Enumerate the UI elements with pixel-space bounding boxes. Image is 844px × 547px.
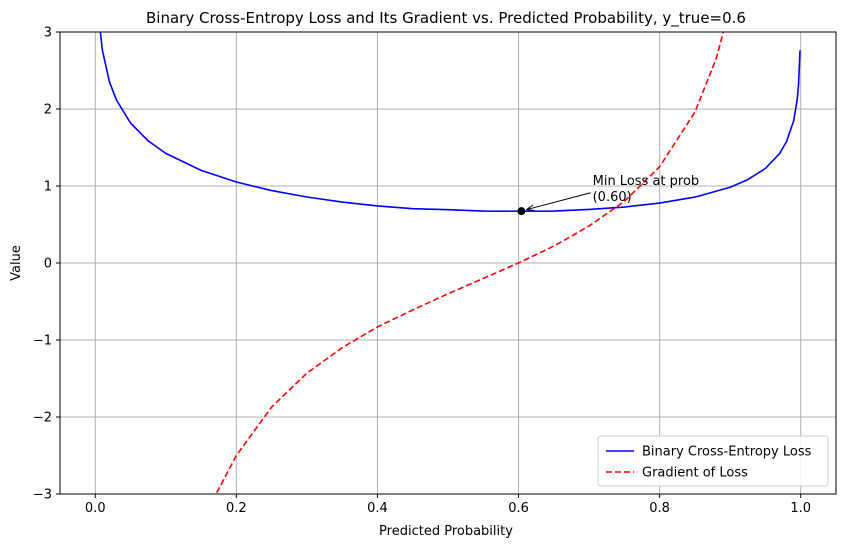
annotation-arrow <box>526 192 591 211</box>
y-tick-label: 3 <box>44 26 52 41</box>
loss-series-line <box>99 32 801 212</box>
y-tick-label: 2 <box>44 103 52 118</box>
series-layer <box>99 32 801 494</box>
y-tick-label: −2 <box>33 411 52 426</box>
x-tick-label: 1.0 <box>790 501 811 516</box>
x-tick-label: 0.8 <box>649 501 670 516</box>
grid <box>60 31 836 495</box>
y-axis-label: Value <box>9 245 24 281</box>
y-tick-label: −3 <box>33 488 52 503</box>
annotation-text: Min Loss at prob <box>593 174 700 189</box>
x-axis-label: Predicted Probability <box>379 524 513 539</box>
x-tick-label: 0.2 <box>226 501 247 516</box>
ticks: 0.0 0.2 0.4 0.6 0.8 1.0 −3 −2 −1 0 1 2 3 <box>33 26 811 517</box>
annotation-text: (0.60) <box>593 190 632 205</box>
chart-title: Binary Cross-Entropy Loss and Its Gradie… <box>146 9 746 28</box>
legend: Binary Cross-Entropy Loss Gradient of Los… <box>597 435 829 487</box>
x-tick-label: 0.0 <box>85 501 106 516</box>
y-tick-label: 0 <box>44 257 52 272</box>
x-tick-label: 0.4 <box>367 501 388 516</box>
annotation-arrowhead <box>526 204 535 211</box>
legend-label: Gradient of Loss <box>642 466 748 481</box>
x-tick-label: 0.6 <box>508 501 529 516</box>
y-tick-label: 1 <box>44 180 52 195</box>
legend-box <box>597 435 829 487</box>
y-tick-label: −1 <box>33 334 52 349</box>
legend-label: Binary Cross-Entropy Loss <box>642 445 812 460</box>
gradient-series-line <box>215 32 725 494</box>
annotation-layer: Min Loss at prob(0.60) <box>517 174 700 216</box>
min-loss-marker <box>517 207 526 216</box>
